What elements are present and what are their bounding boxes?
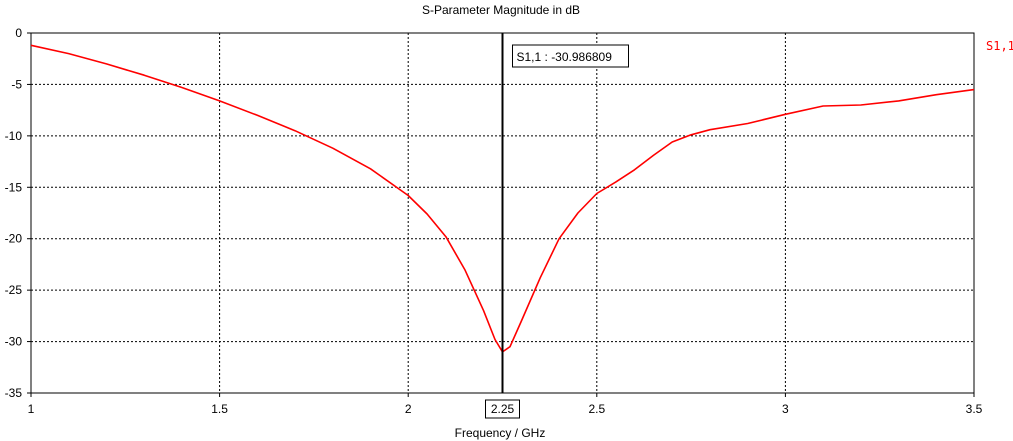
y-tick-label: -20 [5, 232, 23, 246]
plot-area [30, 44, 975, 353]
marker[interactable]: 2.25 S1,1 : -30.986809 [485, 33, 629, 419]
y-tick-label: -15 [5, 180, 23, 194]
marker-annotation-text: S1,1 : -30.986809 [517, 50, 613, 64]
x-tick-label: 2 [405, 402, 412, 416]
grid [31, 33, 974, 393]
series-line-s11 [30, 44, 975, 353]
legend-label: S1,1 [986, 39, 1013, 53]
x-tick-label: 1.5 [211, 402, 228, 416]
y-tick-label: -30 [5, 335, 23, 349]
y-tick-label: -10 [5, 129, 23, 143]
x-axis-label: Frequency / GHz [455, 426, 546, 440]
chart-title: S-Parameter Magnitude in dB [422, 3, 580, 17]
y-tick-label: -25 [5, 283, 23, 297]
marker-annotation-box [512, 44, 629, 68]
y-tick-label: -35 [5, 386, 23, 400]
x-tick-label: 3 [782, 402, 789, 416]
y-tick-label: -5 [11, 77, 22, 91]
x-tick-label: 2.5 [588, 402, 605, 416]
y-tick-label: 0 [15, 26, 22, 40]
x-tick-label: 1 [28, 402, 35, 416]
marker-x-value: 2.25 [491, 402, 515, 416]
marker-x-box [485, 399, 520, 419]
x-tick-label: 3.5 [966, 402, 983, 416]
